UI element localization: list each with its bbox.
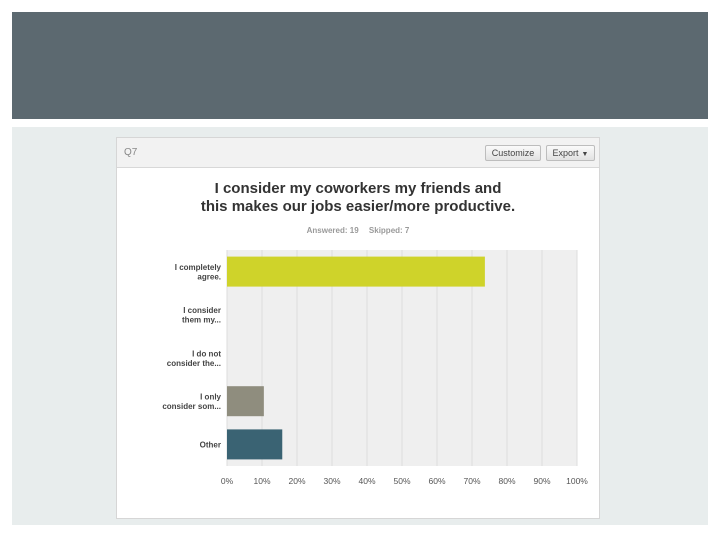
question-panel: Q7 Customize Export ▼ I consider my cowor… [116, 137, 600, 519]
x-tick-label: 70% [463, 476, 480, 486]
customize-button[interactable]: Customize [485, 145, 541, 161]
bar-chart: 0% 10% 20% 30% 40% 50% 60% 70% 80% 90% 100% I compl… [162, 250, 588, 486]
x-tick-label: 20% [288, 476, 305, 486]
response-stats: Answered: 19 Skipped: 7 [117, 226, 599, 235]
export-label: Export [552, 148, 579, 158]
x-tick-label: 40% [358, 476, 375, 486]
x-tick-label: 30% [323, 476, 340, 486]
x-tick-label: 10% [253, 476, 270, 486]
panel-toolbar: Q7 Customize Export ▼ [117, 138, 599, 168]
header-band [12, 12, 708, 119]
x-tick-label: 60% [428, 476, 445, 486]
x-tick-label: 90% [533, 476, 550, 486]
bar [227, 256, 485, 287]
bar [227, 429, 283, 460]
question-label: Q7 [124, 147, 138, 158]
x-tick-label: 0% [221, 476, 234, 486]
category-label: Other [200, 440, 221, 449]
x-tick-label: 80% [498, 476, 515, 486]
category-label: I completely [175, 263, 222, 272]
bar [227, 386, 264, 417]
category-label: I only [200, 392, 221, 401]
category-label: them my... [182, 316, 221, 325]
chevron-down-icon: ▼ [581, 151, 589, 158]
category-label: I do not [192, 349, 221, 358]
category-label: consider the... [167, 359, 221, 368]
category-label: I consider [183, 306, 221, 315]
chart-title: I consider my coworkers my friends and t… [117, 180, 599, 216]
skipped-count: Skipped: 7 [368, 226, 410, 235]
category-label: agree. [197, 272, 221, 281]
answered-count: Answered: 19 [306, 226, 359, 235]
x-tick-label: 50% [393, 476, 410, 486]
chart-title-line-1: I consider my coworkers my friends and [214, 180, 502, 197]
x-tick-label: 100% [566, 476, 588, 486]
category-label: consider som... [162, 402, 221, 411]
chart-title-line-2: this makes our jobs easier/more producti… [200, 198, 516, 215]
export-button[interactable]: Export ▼ [546, 145, 595, 161]
